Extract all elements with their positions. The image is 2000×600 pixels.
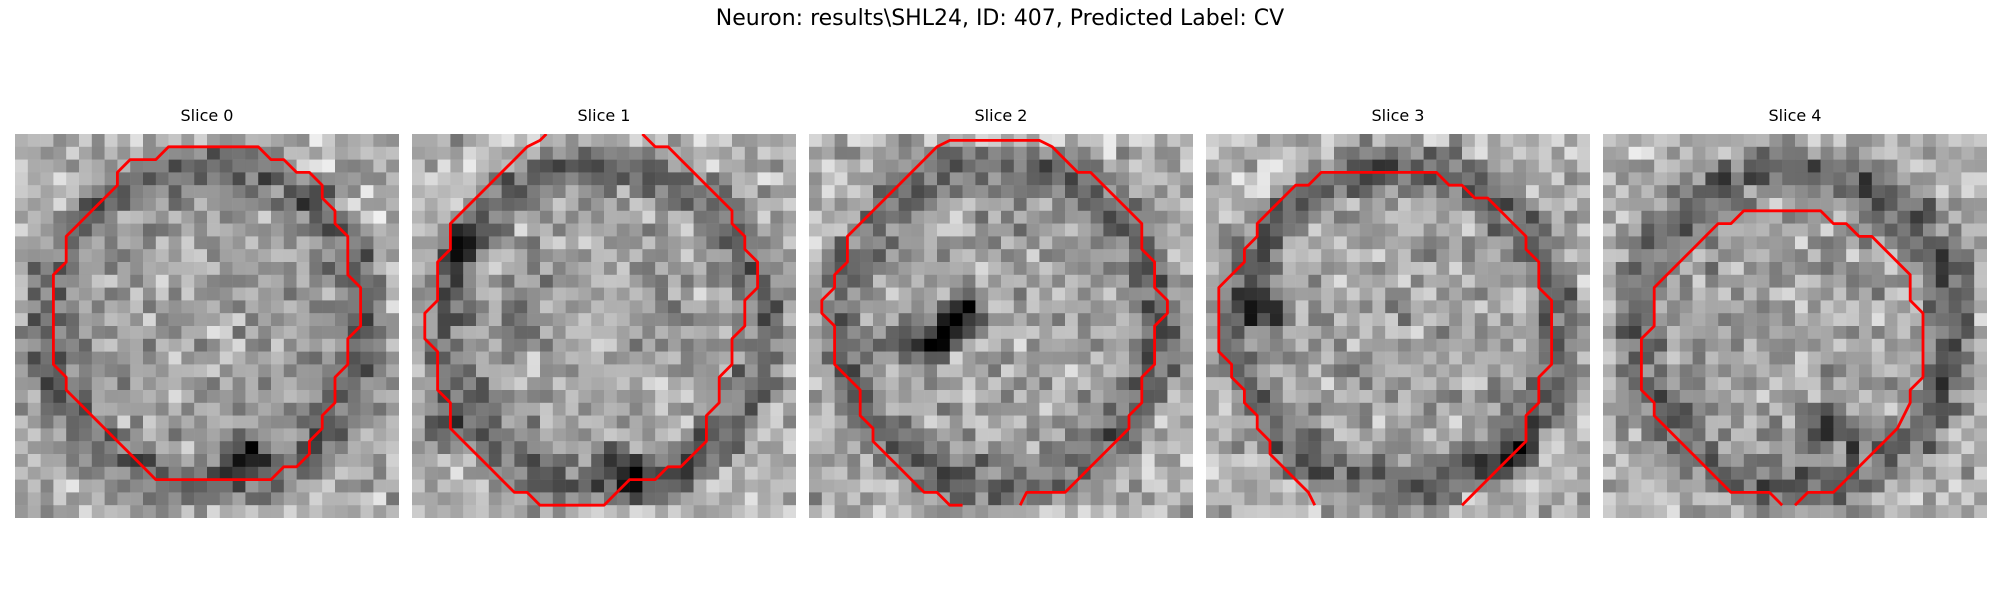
segmentation-contour	[820, 138, 1169, 507]
slice-image	[1603, 134, 1987, 518]
slice-title: Slice 1	[577, 106, 631, 125]
slice-title: Slice 0	[180, 106, 234, 125]
segmentation-contour	[1217, 170, 1554, 507]
slice-image	[1206, 134, 1590, 518]
slice-title: Slice 4	[1768, 106, 1822, 125]
figure-title: Neuron: results\SHL24, ID: 407, Predicte…	[715, 6, 1285, 31]
slice-image	[412, 134, 796, 518]
slice-title: Slice 3	[1371, 106, 1425, 125]
slice-image	[15, 134, 399, 518]
slice-image	[809, 134, 1193, 518]
segmentation-contour	[1639, 209, 1925, 507]
segmentation-contour	[51, 145, 363, 482]
segmentation-contour	[423, 134, 760, 507]
slice-title: Slice 2	[974, 106, 1028, 125]
